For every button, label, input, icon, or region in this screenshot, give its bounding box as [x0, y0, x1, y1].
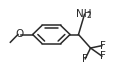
Text: O: O: [15, 30, 24, 39]
Text: NH: NH: [76, 9, 92, 19]
Text: F: F: [82, 54, 87, 64]
Text: F: F: [100, 51, 106, 61]
Text: F: F: [100, 41, 106, 51]
Text: 2: 2: [86, 11, 91, 20]
